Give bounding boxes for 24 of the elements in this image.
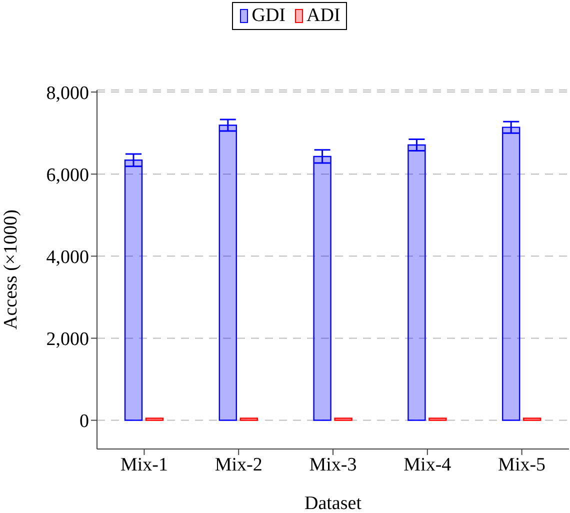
- y-axis-title: Access (×1000): [0, 210, 22, 330]
- y-tick-label: 6,000: [46, 164, 89, 186]
- bar: [334, 418, 352, 421]
- x-tick-label: Mix-1: [120, 454, 168, 476]
- x-tick-label: Mix-3: [309, 454, 357, 476]
- y-tick-label: 8,000: [46, 82, 89, 104]
- x-tick-label: Mix-4: [404, 454, 452, 476]
- y-tick-label: 0: [80, 411, 89, 432]
- legend-label: ADI: [306, 5, 340, 27]
- bar: [124, 160, 143, 421]
- y-tick-label: 2,000: [46, 328, 89, 350]
- bar: [428, 418, 447, 421]
- x-tick-label: Mix-5: [498, 454, 546, 476]
- bar: [502, 126, 520, 421]
- bar: [313, 156, 332, 421]
- bar: [408, 144, 426, 421]
- bar: [240, 418, 258, 421]
- legend-label: GDI: [252, 5, 286, 27]
- y-tick-label: 4,000: [46, 246, 89, 268]
- bar: [523, 418, 542, 421]
- x-axis-title: Dataset: [304, 493, 362, 513]
- bar: [218, 124, 237, 421]
- bar: [145, 418, 164, 421]
- x-tick-label: Mix-2: [214, 454, 262, 476]
